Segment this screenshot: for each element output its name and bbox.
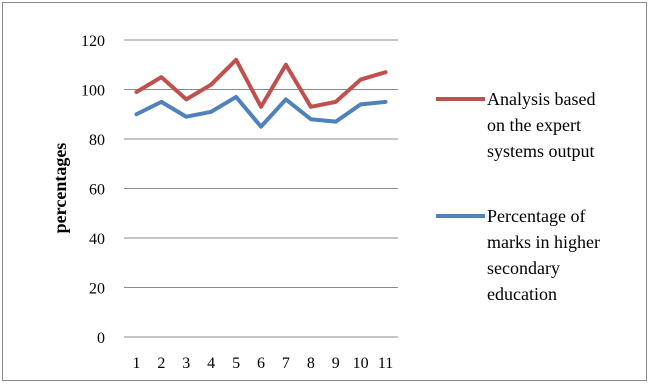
y-tick-label: 60	[89, 182, 105, 199]
legend-label: on the expert	[487, 115, 581, 135]
legend-label: education	[487, 284, 557, 304]
x-tick-label: 9	[332, 355, 340, 372]
x-tick-label: 11	[378, 355, 393, 372]
x-tick-label: 6	[257, 355, 265, 372]
y-tick-label: 100	[81, 83, 105, 100]
legend-label: marks in higher	[487, 232, 600, 252]
y-tick-label: 20	[89, 281, 105, 298]
x-tick-label: 8	[307, 355, 315, 372]
x-tick-label: 10	[353, 355, 369, 372]
chart-frame	[2, 2, 647, 381]
series-line-2	[134, 94, 388, 129]
y-tick-label: 40	[89, 231, 105, 248]
x-tick-label: 3	[182, 355, 190, 372]
legend-label: Percentage of	[487, 206, 585, 226]
x-tick-label: 1	[132, 355, 140, 372]
y-axis-title: percentages	[50, 143, 70, 234]
series-line-1	[134, 57, 388, 109]
legend-item-1: Analysis based on the expert systems outpu…	[436, 89, 595, 161]
legend-label: Analysis based	[487, 89, 595, 109]
x-tick-label: 5	[232, 355, 240, 372]
x-tick-label: 4	[207, 355, 215, 372]
x-tick-label: 7	[282, 355, 290, 372]
y-axis-ticks: 0 20 40 60 80 100 120	[81, 33, 105, 347]
y-tick-label: 0	[97, 330, 105, 347]
x-tick-label: 2	[157, 355, 165, 372]
x-axis-ticks: 1 2 3 4 5 6 7 8 9 10 11	[132, 355, 393, 372]
series-lines	[134, 57, 388, 129]
legend-item-2: Percentage of marks in higher secondary edu…	[436, 206, 600, 304]
legend: Analysis based on the expert systems outpu…	[436, 89, 600, 304]
y-tick-label: 80	[89, 132, 105, 149]
legend-label: secondary	[487, 258, 560, 278]
y-tick-label: 120	[81, 33, 105, 50]
legend-label: systems output	[487, 141, 595, 161]
